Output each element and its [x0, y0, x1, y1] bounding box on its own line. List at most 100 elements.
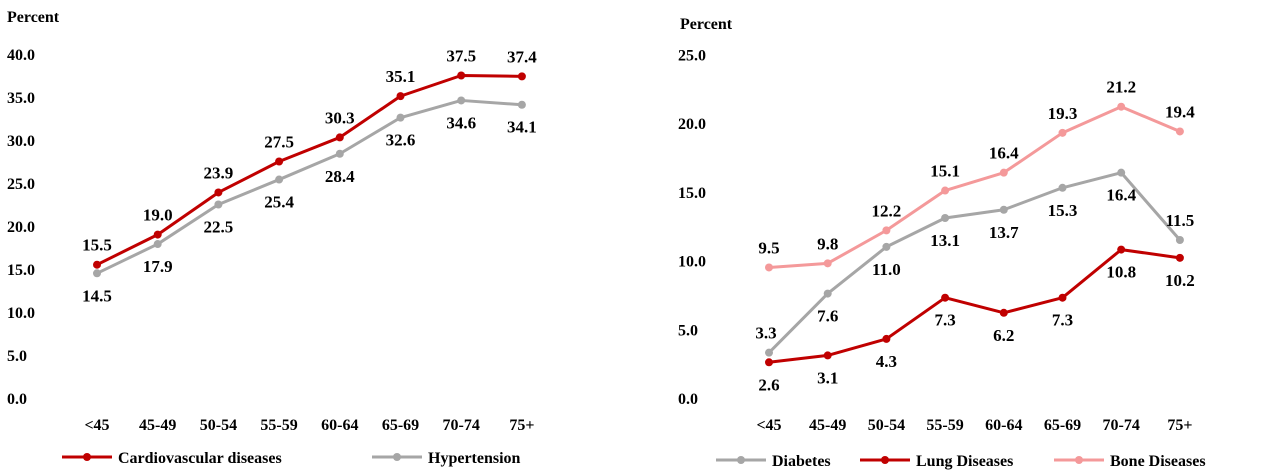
data-point-hypertension [457, 96, 466, 105]
legend-item-cardiovascular-diseases: Cardiovascular diseases [62, 450, 282, 467]
series-line-cardiovascular-diseases [96, 74, 522, 267]
data-point-bone-diseases [823, 259, 832, 268]
legend-label: Bone Diseases [1110, 453, 1206, 470]
data-point-cardiovascular-diseases [335, 133, 344, 142]
legend-marker [83, 453, 91, 461]
legend-item-diabetes: Diabetes [716, 453, 831, 470]
data-label-lung-diseases: 6.2 [993, 326, 1014, 345]
data-point-bone-diseases [882, 226, 891, 235]
data-label-bone-diseases: 19.4 [1165, 102, 1195, 121]
data-point-lung-diseases [882, 334, 891, 343]
data-label-bone-diseases: 9.8 [817, 234, 838, 253]
data-label-cardiovascular-diseases: 23.9 [204, 163, 234, 182]
data-point-bone-diseases [941, 186, 950, 195]
legend-item-hypertension: Hypertension [372, 450, 521, 467]
data-point-diabetes [941, 214, 950, 223]
y-tick-label: 20.0 [7, 219, 35, 236]
x-tick-label: 75+ [509, 417, 534, 434]
data-point-lung-diseases [999, 308, 1008, 317]
x-tick-label: 45-49 [809, 417, 846, 434]
data-point-hypertension [275, 175, 284, 184]
data-point-cardiovascular-diseases [275, 157, 284, 166]
data-label-lung-diseases: 7.3 [934, 311, 955, 330]
data-label-hypertension: 14.5 [82, 286, 112, 305]
data-label-hypertension: 25.4 [264, 193, 294, 212]
data-point-lung-diseases [1117, 245, 1126, 254]
data-label-hypertension: 28.4 [325, 167, 355, 186]
data-label-lung-diseases: 3.1 [817, 368, 838, 387]
legend-item-bone-diseases: Bone Diseases [1054, 453, 1206, 470]
y-tick-label: 30.0 [7, 133, 35, 150]
y-axis-title: Percent [7, 9, 60, 26]
legend-marker [1075, 456, 1083, 464]
data-label-lung-diseases: 7.3 [1052, 311, 1073, 330]
data-label-bone-diseases: 9.5 [758, 238, 779, 257]
x-tick-label: 60-64 [985, 417, 1022, 434]
legend-label: Hypertension [428, 450, 521, 467]
y-axis-title: Percent [680, 16, 733, 33]
data-point-cardiovascular-diseases [214, 188, 223, 197]
x-tick-label: 75+ [1167, 417, 1192, 434]
data-point-lung-diseases [823, 351, 832, 360]
y-tick-label: 35.0 [7, 90, 35, 107]
data-label-hypertension: 22.5 [204, 218, 234, 237]
data-label-bone-diseases: 21.2 [1106, 78, 1136, 97]
y-tick-label: 20.0 [678, 116, 706, 133]
x-tick-label: 60-64 [321, 417, 358, 434]
data-label-lung-diseases: 2.6 [758, 375, 779, 394]
data-label-diabetes: 16.4 [1106, 186, 1136, 205]
data-point-diabetes [999, 205, 1008, 214]
data-point-diabetes [1117, 168, 1126, 177]
data-label-hypertension: 34.6 [446, 113, 476, 132]
data-point-cardiovascular-diseases [153, 230, 162, 239]
data-label-cardiovascular-diseases: 37.4 [507, 47, 537, 66]
legend-marker [393, 453, 401, 461]
data-label-cardiovascular-diseases: 35.1 [386, 67, 416, 86]
data-label-diabetes: 11.5 [1165, 211, 1194, 230]
x-tick-label: 70-74 [443, 417, 480, 434]
y-tick-label: 25.0 [678, 48, 706, 65]
data-label-diabetes: 7.6 [817, 307, 838, 326]
legend-label: Lung Diseases [916, 453, 1013, 470]
legend-marker [881, 456, 889, 464]
data-point-hypertension [517, 100, 526, 109]
y-tick-label: 10.0 [678, 254, 706, 271]
x-tick-label: 50-54 [200, 417, 237, 434]
data-label-lung-diseases: 10.8 [1106, 263, 1136, 282]
y-tick-label: 40.0 [7, 47, 35, 64]
x-tick-label: 65-69 [382, 417, 419, 434]
y-tick-label: 5.0 [7, 348, 27, 365]
data-point-hypertension [153, 240, 162, 249]
x-tick-label: 50-54 [868, 417, 905, 434]
data-point-bone-diseases [999, 168, 1008, 177]
legend-label: Diabetes [772, 453, 831, 470]
data-label-cardiovascular-diseases: 15.5 [82, 236, 112, 255]
data-point-cardiovascular-diseases [457, 71, 466, 80]
y-tick-label: 0.0 [678, 391, 698, 408]
data-point-hypertension [93, 269, 101, 278]
x-tick-label: 45-49 [139, 417, 176, 434]
data-point-cardiovascular-diseases [93, 260, 101, 269]
y-tick-label: 15.0 [7, 262, 35, 279]
data-point-bone-diseases [1058, 128, 1067, 137]
y-tick-label: 5.0 [678, 322, 698, 339]
legend-item-lung-diseases: Lung Diseases [860, 453, 1013, 470]
series-line-bone-diseases [768, 105, 1181, 269]
data-label-diabetes: 13.7 [989, 223, 1019, 242]
x-tick-label: 70-74 [1103, 417, 1140, 434]
data-point-diabetes [1175, 235, 1184, 244]
data-point-lung-diseases [941, 293, 950, 302]
data-label-cardiovascular-diseases: 37.5 [446, 47, 476, 66]
y-tick-label: 15.0 [678, 185, 706, 202]
y-tick-label: 25.0 [7, 176, 35, 193]
legend-label: Cardiovascular diseases [118, 450, 282, 467]
data-point-hypertension [396, 113, 405, 122]
data-label-cardiovascular-diseases: 30.3 [325, 108, 355, 127]
legend-marker [737, 456, 745, 464]
series-line-diabetes [767, 171, 1182, 354]
data-point-hypertension [214, 200, 223, 209]
data-label-bone-diseases: 15.1 [930, 162, 960, 181]
data-point-lung-diseases [1058, 293, 1067, 302]
data-label-bone-diseases: 12.2 [872, 201, 902, 220]
